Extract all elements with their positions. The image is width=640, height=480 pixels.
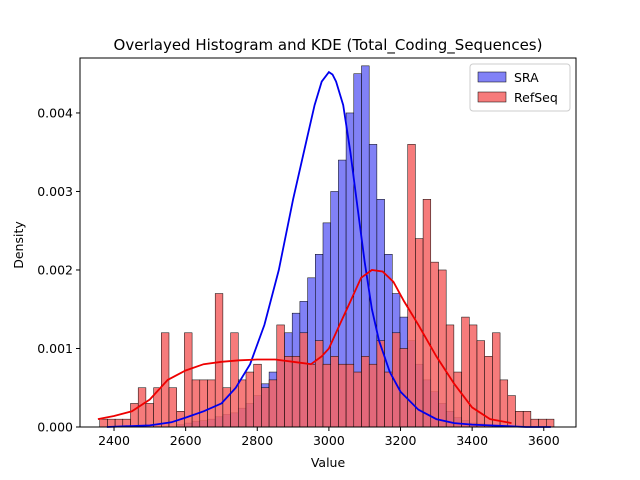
histogram-bar (261, 387, 270, 428)
histogram-bar (191, 379, 201, 428)
histogram-bar (330, 356, 339, 428)
histogram-bar (530, 418, 539, 428)
histogram-bar (546, 418, 555, 428)
histogram-bar (407, 144, 416, 428)
histogram-bar (515, 411, 524, 428)
histogram-bar (238, 379, 247, 428)
x-tick-label: 2600 (170, 433, 202, 448)
histogram-bar (345, 363, 355, 428)
legend-label: SRA (514, 70, 539, 85)
histogram-bar (291, 356, 301, 428)
histogram-bar (499, 379, 509, 428)
histogram-bar (299, 332, 308, 428)
histogram-bar (461, 316, 470, 428)
y-axis: 0.000 0.001 0.002 0.003 0.004 (37, 105, 80, 435)
histogram-bar (453, 371, 462, 428)
x-tick-label: 2400 (98, 433, 130, 448)
legend-swatch (477, 91, 507, 103)
histogram-bar (368, 363, 378, 428)
y-tick-label: 0.002 (37, 262, 73, 277)
x-tick-label: 2800 (241, 433, 273, 448)
histogram-bar (107, 418, 116, 428)
chart-title: Overlayed Histogram and KDE (Total_Codin… (114, 36, 543, 55)
histogram-bar (99, 418, 108, 428)
histogram-bar (245, 371, 254, 428)
histogram-bar (438, 269, 447, 428)
plot-area (79, 57, 577, 428)
legend-label: RefSeq (514, 90, 558, 105)
kde-line-refseq (97, 269, 512, 424)
histogram-bar (522, 411, 532, 428)
x-axis-label: Value (311, 455, 346, 470)
histogram-bar (284, 356, 293, 428)
histogram-bar (268, 379, 278, 428)
x-axis: 2400 2600 2800 3000 3200 3400 3600 (98, 427, 560, 448)
histogram-bar (207, 379, 216, 428)
histogram-bar (422, 199, 432, 428)
y-tick-label: 0.000 (37, 420, 73, 435)
histogram-bar (538, 418, 547, 428)
histogram-bar (253, 363, 262, 428)
histogram-bar (492, 332, 501, 428)
histogram-bar (399, 348, 408, 428)
series-refseq-bars (99, 144, 555, 428)
histogram-bar (469, 324, 478, 428)
histogram-bar (315, 340, 324, 428)
legend-swatch (477, 71, 507, 83)
y-tick-label: 0.003 (37, 184, 73, 199)
histogram-bar (184, 332, 193, 428)
kde-line-sra (106, 70, 551, 428)
histogram-bar (430, 261, 439, 428)
histogram-bar (307, 363, 316, 428)
y-axis-label: Density (11, 221, 26, 269)
x-tick-label: 3400 (456, 433, 488, 448)
histogram-bar (384, 371, 393, 428)
legend: SRA RefSeq (469, 63, 571, 112)
y-tick-label: 0.004 (37, 105, 73, 120)
x-tick-label: 3000 (313, 433, 345, 448)
histogram-bar (353, 371, 362, 428)
plot-frame (79, 57, 577, 428)
histogram-bar (214, 293, 224, 428)
histogram-bar (338, 363, 347, 428)
y-tick-label: 0.001 (37, 341, 73, 356)
histogram-bar (322, 363, 331, 428)
histogram-bar (230, 332, 239, 428)
histogram-bar (361, 356, 370, 428)
x-tick-label: 3200 (385, 433, 417, 448)
histogram-bar (145, 403, 154, 428)
histogram-bar (199, 379, 208, 428)
x-tick-label: 3600 (528, 433, 560, 448)
histogram-bar (276, 324, 285, 428)
